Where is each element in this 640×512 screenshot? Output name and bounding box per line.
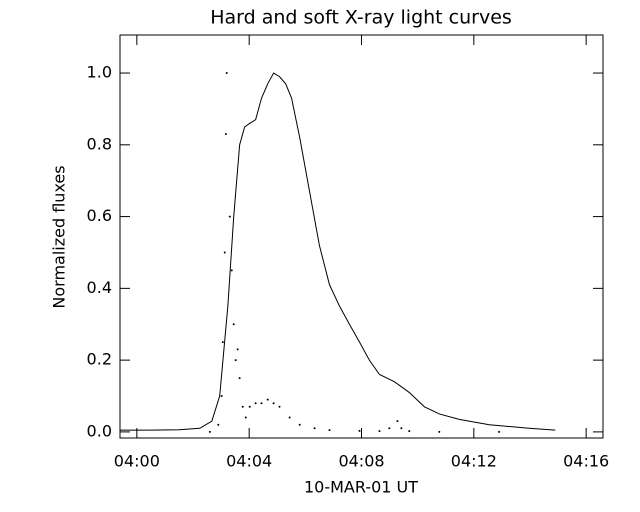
data-dot xyxy=(238,377,241,380)
data-dot xyxy=(260,402,263,405)
data-dot xyxy=(230,269,233,272)
data-dot xyxy=(254,402,257,405)
data-dot xyxy=(278,405,281,408)
y-tick-label: 0.4 xyxy=(87,278,112,297)
data-dot xyxy=(288,416,291,419)
data-dot xyxy=(438,430,441,433)
data-dot xyxy=(232,323,235,326)
data-dot xyxy=(378,430,381,433)
data-dot xyxy=(217,423,220,426)
y-tick-label: 1.0 xyxy=(87,63,112,82)
y-tick-label: 0.6 xyxy=(87,206,112,225)
data-dot xyxy=(358,429,361,432)
data-dot xyxy=(228,215,231,218)
data-dot xyxy=(400,427,403,430)
data-dot xyxy=(241,405,244,408)
x-tick-label: 04:16 xyxy=(563,452,609,471)
data-dot xyxy=(223,251,226,254)
x-tick-label: 04:00 xyxy=(114,452,160,471)
data-dot xyxy=(221,341,224,344)
data-dot xyxy=(224,133,227,136)
data-dot xyxy=(244,416,247,419)
data-dot xyxy=(272,402,275,405)
data-dot xyxy=(266,398,269,401)
data-dot xyxy=(234,359,237,362)
data-dot xyxy=(498,430,501,433)
data-dot xyxy=(388,427,391,430)
data-dot xyxy=(236,348,239,351)
x-axis-label: 10-MAR-01 UT xyxy=(304,478,418,497)
x-tick-label: 04:04 xyxy=(226,452,272,471)
data-dot xyxy=(208,430,211,433)
data-dot xyxy=(408,430,411,433)
y-axis-label: Normalized fluxes xyxy=(50,165,69,308)
data-line xyxy=(120,72,556,431)
data-dot xyxy=(396,420,399,423)
data-dot xyxy=(220,395,223,398)
data-dot xyxy=(328,429,331,432)
data-dot xyxy=(225,72,228,75)
data-dot xyxy=(248,405,251,408)
chart-title: Hard and soft X-ray light curves xyxy=(210,7,512,29)
data-dot xyxy=(313,427,316,430)
data-dot xyxy=(298,423,301,426)
y-tick-label: 0.2 xyxy=(87,350,112,369)
x-tick-label: 04:12 xyxy=(451,452,497,471)
x-tick-label: 04:08 xyxy=(338,452,384,471)
y-tick-label: 0.8 xyxy=(87,134,112,153)
y-tick-label: 0.0 xyxy=(87,421,112,440)
